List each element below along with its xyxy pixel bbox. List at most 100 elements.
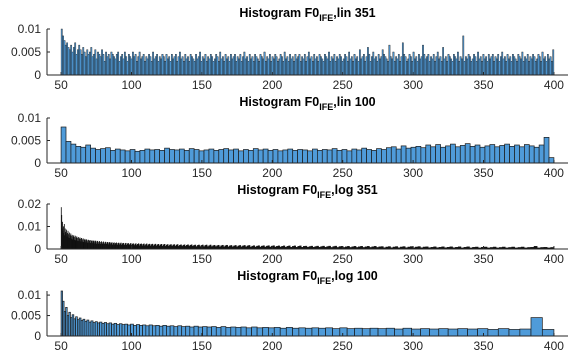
histogram-bar <box>482 54 485 76</box>
histogram-bar <box>540 61 543 76</box>
histogram-bar <box>255 56 258 76</box>
histogram-bar <box>145 56 148 76</box>
bars <box>60 207 555 250</box>
histogram-bar <box>223 61 226 76</box>
x-tick-label: 50 <box>54 339 68 353</box>
histogram-bar <box>337 58 340 76</box>
x-tick-label: 350 <box>473 339 493 353</box>
histogram-bar <box>183 150 190 164</box>
histogram-bar <box>354 58 357 76</box>
histogram-bar <box>203 58 205 76</box>
histogram-bar <box>402 327 413 337</box>
histogram-bar <box>124 150 131 164</box>
histogram-bar <box>307 51 310 76</box>
histogram-bar <box>239 54 242 76</box>
histogram-bar <box>420 328 430 337</box>
histogram-bar <box>259 54 262 76</box>
histogram-bar <box>525 58 528 76</box>
histogram-bar <box>549 56 552 76</box>
histogram-bar <box>365 56 368 76</box>
histogram-bar <box>164 147 170 164</box>
histogram-bar <box>154 149 160 164</box>
x-tick-label: 250 <box>333 78 353 92</box>
histogram-bar <box>90 147 96 164</box>
histogram-bar <box>243 51 246 76</box>
histogram-bar <box>541 329 555 337</box>
histogram-bar <box>514 58 517 76</box>
panel-title: Histogram F0IFE,log 100 <box>237 269 377 286</box>
histogram-bar <box>162 56 165 76</box>
histogram-bar <box>500 56 502 76</box>
histogram-bar <box>110 150 116 164</box>
histogram-bar <box>89 51 91 76</box>
histogram-bar <box>161 54 164 76</box>
histogram-bar <box>518 56 521 76</box>
histogram-bar <box>230 245 233 250</box>
histogram-bar <box>448 56 451 76</box>
histogram-bar <box>133 56 136 76</box>
histogram-bar <box>324 54 326 76</box>
histogram-bar <box>406 61 408 76</box>
histogram-bar <box>517 54 520 76</box>
histogram-bar <box>454 56 457 76</box>
histogram-bar <box>376 148 382 164</box>
histogram-bar <box>395 148 402 164</box>
histogram-bar <box>361 328 371 337</box>
histogram-bar <box>262 245 265 250</box>
histogram-bar <box>78 44 81 76</box>
histogram-bar <box>236 56 239 76</box>
histogram-bar <box>530 317 543 337</box>
histogram-bar <box>321 58 324 76</box>
histogram-bar <box>287 148 294 164</box>
histogram-bar <box>354 327 363 337</box>
histogram-bar <box>114 148 121 164</box>
histogram-bar <box>467 328 478 337</box>
histogram-bar <box>227 56 230 76</box>
histogram-bar <box>430 146 436 164</box>
histogram-bar <box>80 146 87 164</box>
histogram-bar <box>107 54 110 76</box>
histogram-bar <box>548 157 555 164</box>
histogram-bar <box>263 51 266 76</box>
histogram-bar <box>356 149 363 164</box>
histogram-bar <box>274 54 277 76</box>
panel-title: Histogram F0IFE,log 351 <box>237 183 377 200</box>
x-tick-label: 250 <box>333 339 353 353</box>
histogram-bar <box>213 150 220 164</box>
histogram-bar <box>212 61 215 76</box>
histogram-bar <box>297 149 303 164</box>
histogram-bar <box>475 61 478 76</box>
x-tick-label: 350 <box>473 252 493 266</box>
histogram-bar <box>504 56 506 76</box>
histogram-bar <box>195 54 197 76</box>
histogram-bar <box>66 42 68 76</box>
histogram-bar <box>226 244 228 250</box>
histogram-bar <box>111 54 114 76</box>
histogram-bar <box>415 146 422 164</box>
histogram-bar <box>246 56 248 76</box>
histogram-bar <box>188 61 191 76</box>
histogram-bar <box>396 58 399 76</box>
histogram-bar <box>325 327 333 337</box>
histogram-bar <box>478 58 481 76</box>
histogram-bar <box>146 58 149 76</box>
x-tick-label: 100 <box>121 252 141 266</box>
x-tick-label: 100 <box>121 78 141 92</box>
histogram-bar <box>253 245 256 250</box>
histogram-bar <box>119 149 126 164</box>
histogram-bar <box>426 56 428 76</box>
histogram-bar <box>267 245 270 250</box>
histogram-bar <box>207 56 209 76</box>
histogram-bar <box>144 61 146 76</box>
histogram-bar <box>62 35 64 76</box>
histogram-bar <box>331 148 338 164</box>
histogram-bar <box>72 47 75 76</box>
histogram-bar <box>121 324 126 337</box>
y-tick-label: 0.005 <box>11 309 41 323</box>
histogram-bar <box>495 58 498 76</box>
histogram-bar <box>306 56 309 76</box>
histogram-bar <box>377 54 380 76</box>
histogram-bar <box>95 149 101 164</box>
bars <box>60 28 555 76</box>
